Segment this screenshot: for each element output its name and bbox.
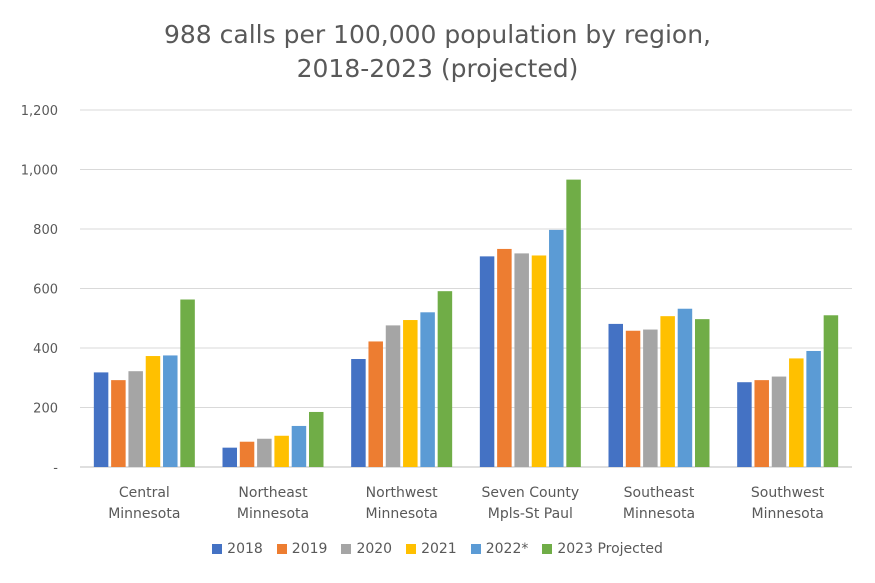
y-tick-label: 800: [33, 223, 58, 238]
bar-2019: [754, 380, 769, 467]
y-tick-label: 1,000: [21, 164, 58, 179]
y-tick-label: -: [53, 461, 58, 476]
y-tick-label: 400: [33, 342, 58, 357]
x-category-label: Minnesota: [366, 506, 438, 522]
legend-swatch: [276, 544, 287, 554]
chart-title-line-1: 988 calls per 100,000 population by regi…: [164, 20, 711, 49]
legend-item: 2021: [406, 541, 457, 557]
bar-2020: [385, 325, 401, 467]
bar-2019: [239, 441, 255, 467]
bar-2021: [274, 435, 289, 467]
legend-item: 2018: [212, 541, 263, 557]
bar-2018: [351, 359, 366, 467]
bar-2019: [368, 341, 383, 467]
legend-swatch: [341, 544, 352, 554]
legend-label: 2020: [356, 541, 393, 557]
bar-2019: [497, 248, 512, 467]
bar-2022: [806, 350, 821, 467]
x-category-label: Minnesota: [752, 506, 824, 522]
chart-title-line-2: 2018-2023 (projected): [296, 54, 579, 83]
x-category-label: Minnesota: [623, 506, 695, 522]
legend-swatch: [470, 544, 481, 554]
x-category-label: Southeast: [624, 485, 695, 501]
bar-2020: [643, 329, 658, 467]
bar-2023-projected: [309, 411, 324, 467]
bar-2018: [93, 372, 109, 467]
bar-2020: [128, 371, 143, 467]
legend-swatch: [542, 544, 553, 554]
y-tick-label: 1,200: [21, 104, 58, 119]
bar-2019: [111, 380, 126, 467]
legend-label: 2022*: [485, 541, 529, 557]
x-category-label: Mpls-St Paul: [488, 506, 573, 522]
legend-item: 2022*: [470, 541, 529, 557]
bar-2022: [549, 229, 564, 467]
legend-label: 2021: [421, 541, 457, 557]
x-category-label: Northwest: [366, 485, 439, 501]
bar-2021: [145, 356, 161, 467]
bar-2020: [514, 253, 529, 467]
bar-2023-projected: [823, 315, 839, 467]
bar-2020: [257, 438, 272, 467]
bar-2018: [737, 382, 752, 467]
legend-item: 2020: [341, 541, 392, 557]
x-category-label: Northeast: [238, 485, 308, 501]
bar-2021: [789, 358, 804, 467]
legend-item: 2019: [276, 541, 328, 557]
chart-title: 988 calls per 100,000 population by regi…: [0, 18, 875, 86]
bar-2022: [677, 308, 693, 467]
x-category-label: Southwest: [751, 485, 825, 501]
bar-2020: [771, 376, 787, 467]
legend-label: 2018: [227, 541, 263, 557]
y-tick-label: 600: [33, 283, 58, 298]
bar-2022: [291, 425, 307, 467]
bar-2018: [608, 323, 623, 467]
legend-label: 2023 Projected: [557, 541, 663, 557]
chart-legend: 2018 2019 2020 2021 2022* 2023 Projected: [0, 541, 875, 557]
bar-2022: [163, 355, 178, 467]
legend-item: 2023 Projected: [542, 541, 663, 557]
bar-2023-projected: [695, 319, 710, 467]
legend-swatch: [406, 544, 417, 554]
bar-2021: [403, 320, 418, 467]
legend-swatch: [212, 544, 223, 554]
bar-2018: [222, 447, 237, 467]
x-category-label: Minnesota: [108, 506, 180, 522]
bar-2021: [531, 255, 547, 467]
bar-2023-projected: [437, 291, 453, 467]
bar-2023-projected: [566, 179, 581, 468]
bar-2018: [479, 256, 495, 467]
legend-label: 2019: [291, 541, 328, 557]
bar-2022: [420, 312, 435, 467]
x-category-label: Minnesota: [237, 506, 309, 522]
bar-2021: [660, 316, 675, 467]
bar-2019: [625, 330, 641, 467]
x-category-label: Central: [119, 485, 170, 501]
y-tick-label: 200: [33, 402, 58, 417]
bar-2023-projected: [180, 299, 195, 467]
x-category-label: Seven County: [482, 485, 580, 501]
